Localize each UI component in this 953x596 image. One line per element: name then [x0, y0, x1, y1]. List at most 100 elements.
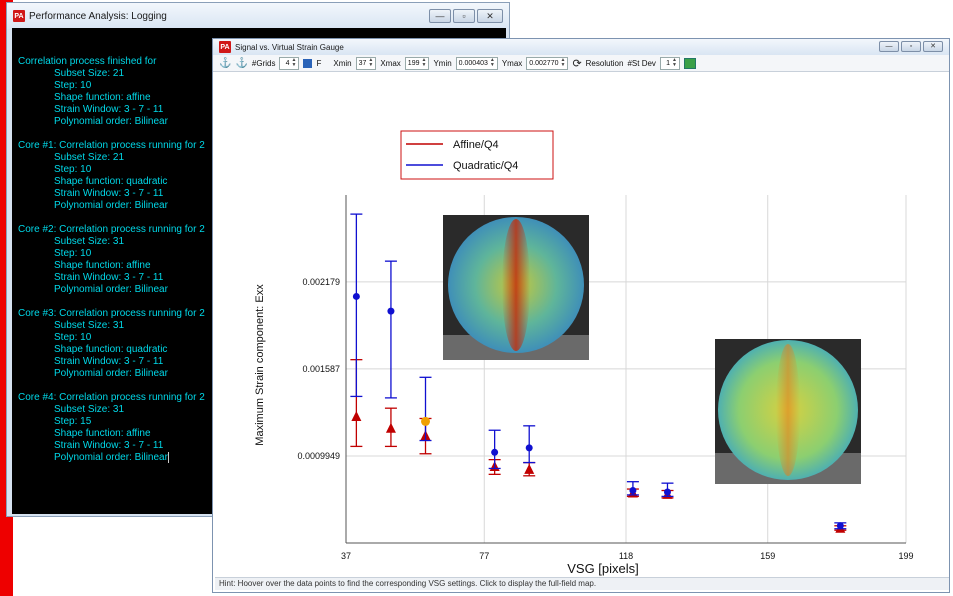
- log-line: Polynomial order: Bilinear: [54, 284, 168, 295]
- log-block: Core #4: Correlation process running for…: [12, 392, 506, 464]
- data-point-circle[interactable]: [387, 307, 395, 315]
- log-line: Step: 10: [54, 80, 92, 91]
- log-line: Shape function: affine: [54, 428, 151, 439]
- xmax-value: 199: [407, 59, 420, 67]
- log-line: Polynomial order: Bilinear: [54, 116, 168, 127]
- spin-arrows-icon[interactable]: ▲ ▼: [291, 57, 297, 68]
- data-point-circle[interactable]: [629, 487, 637, 495]
- log-line: Subset Size: 31: [54, 404, 125, 415]
- spin-arrows-icon[interactable]: ▲ ▼: [560, 57, 566, 68]
- chart-titlebar[interactable]: PA Signal vs. Virtual Strain Gauge: [213, 39, 949, 55]
- chart-axes: 37 77 118 159 199 0.0009949 0.001587 0.002179: [297, 195, 914, 561]
- ymin-stepper[interactable]: 0.000403 ▲ ▼: [455, 56, 498, 70]
- spin-arrows-icon[interactable]: ▲ ▼: [671, 57, 677, 68]
- maximize-icon[interactable]: ▫: [901, 41, 921, 52]
- chart-window: PA Signal vs. Virtual Strain Gauge — ▫ ✕…: [212, 38, 950, 593]
- data-point-circle[interactable]: [421, 416, 431, 426]
- export-image-icon[interactable]: [683, 57, 696, 69]
- log-block: Core #3: Correlation process running for…: [12, 308, 506, 380]
- chart-marks[interactable]: [350, 213, 847, 533]
- fullfield-map-affine[interactable]: [715, 339, 861, 484]
- data-point-triangle[interactable]: [524, 463, 535, 474]
- log-line: Strain Window: 3 - 7 - 11: [54, 104, 164, 115]
- log-line: Step: 10: [54, 332, 92, 343]
- log-line: Strain Window: 3 - 7 - 11: [54, 272, 164, 283]
- data-point-circle[interactable]: [491, 448, 499, 456]
- anchor-alt-icon[interactable]: ⚓: [235, 57, 248, 69]
- ymin-label: Ymin: [433, 58, 452, 68]
- anchor-icon[interactable]: ⚓: [219, 57, 232, 69]
- legend-label-quadratic: Quadratic/Q4: [453, 160, 518, 172]
- log-line: Subset Size: 31: [54, 320, 125, 331]
- grids-stepper[interactable]: 4 ▲ ▼: [279, 56, 300, 70]
- save-icon[interactable]: [303, 58, 313, 68]
- log-line: Polynomial order: Bilinear: [54, 368, 168, 379]
- stdev-stepper[interactable]: 1 ▲ ▼: [659, 56, 680, 70]
- log-line: Polynomial order: Bilinear: [54, 452, 169, 464]
- minimize-icon[interactable]: —: [429, 9, 451, 23]
- xmin-stepper[interactable]: 37 ▲ ▼: [355, 56, 377, 70]
- x-axis-label: VSG [pixels]: [567, 561, 639, 576]
- close-icon[interactable]: ✕: [477, 9, 503, 23]
- y-tick-label: 0.001587: [302, 364, 340, 374]
- strain-chart[interactable]: Affine/Q4 Quadratic/Q4 37 77 118 159 199 0.00…: [213, 73, 947, 579]
- legend-box: [400, 130, 554, 180]
- data-point-triangle[interactable]: [351, 411, 362, 422]
- y-tick-label: 0.002179: [302, 277, 340, 287]
- log-line: Strain Window: 3 - 7 - 11: [54, 356, 164, 367]
- data-point-circle[interactable]: [836, 522, 844, 530]
- spin-arrows-icon[interactable]: ▲ ▼: [421, 57, 427, 68]
- spin-arrows-icon[interactable]: ▲ ▼: [368, 57, 374, 68]
- log-block: Core #2: Correlation process running for…: [12, 224, 506, 296]
- log-line: Step: 10: [54, 248, 92, 259]
- y-axis-label: Maximum Strain component: Exx: [254, 284, 266, 446]
- stdev-label: #St Dev: [627, 58, 656, 68]
- logging-titlebar[interactable]: PA Performance Analysis: Logging: [7, 3, 509, 29]
- fullfield-map-strain-band: [776, 344, 800, 476]
- log-line: Shape function: quadratic: [54, 344, 168, 355]
- log-line: Shape function: quadratic: [54, 176, 168, 187]
- f-button[interactable]: F: [316, 58, 322, 68]
- resolution-button[interactable]: Resolution: [585, 58, 624, 68]
- log-line: Strain Window: 3 - 7 - 11: [54, 440, 164, 451]
- text-cursor: [167, 452, 169, 463]
- data-point-circle[interactable]: [525, 444, 533, 452]
- grids-value: 4: [285, 59, 290, 67]
- stdev-value: 1: [666, 59, 670, 67]
- series-quadratic[interactable]: [350, 213, 847, 530]
- log-header: Core #3: Correlation process running for…: [18, 308, 205, 319]
- data-point-triangle[interactable]: [385, 422, 396, 433]
- xmax-stepper[interactable]: 199 ▲ ▼: [404, 56, 430, 70]
- y-tick-label: 0.0009949: [297, 451, 340, 461]
- x-tick-label: 118: [619, 551, 633, 561]
- data-point-circle[interactable]: [663, 488, 671, 496]
- log-line: Step: 15: [54, 416, 92, 427]
- data-point-circle[interactable]: [352, 292, 360, 300]
- maximize-icon[interactable]: ▫: [453, 9, 475, 23]
- x-tick-label: 199: [898, 551, 913, 561]
- x-tick-label: 37: [341, 551, 351, 561]
- ymin-value: 0.000403: [458, 59, 488, 67]
- xmax-label: Xmax: [380, 58, 401, 68]
- grids-label: #Grids: [251, 58, 276, 68]
- xmin-label: Xmin: [333, 58, 352, 68]
- refresh-icon[interactable]: ⟳: [572, 57, 582, 70]
- chart-toolbar: ⚓ ⚓ #Grids 4 ▲ ▼ F Xmin 37 ▲ ▼ Xmax 199 ▲ ▼ Ym…: [213, 55, 949, 72]
- ymax-stepper[interactable]: 0.002770 ▲ ▼: [526, 56, 569, 70]
- hint-bar: Hint: Hoover over the data points to fin…: [215, 577, 949, 590]
- log-line: Subset Size: 21: [54, 152, 125, 163]
- close-icon[interactable]: ✕: [923, 41, 943, 52]
- chart-window-title: Signal vs. Virtual Strain Gauge: [235, 42, 344, 52]
- app-logo-icon: PA: [13, 10, 25, 22]
- xmin-value: 37: [358, 59, 367, 67]
- ymax-label: Ymax: [501, 58, 523, 68]
- fullfield-map-quadratic[interactable]: [443, 215, 589, 360]
- fullfield-map-strain-band: [502, 219, 530, 351]
- minimize-icon[interactable]: —: [879, 41, 899, 52]
- log-line: Shape function: affine: [54, 260, 151, 271]
- log-line: Step: 10: [54, 164, 92, 175]
- chart-legend: Affine/Q4 Quadratic/Q4: [400, 130, 554, 180]
- spin-arrows-icon[interactable]: ▲ ▼: [489, 57, 495, 68]
- log-line: Strain Window: 3 - 7 - 11: [54, 188, 164, 199]
- log-block: Core #1: Correlation process running for…: [12, 140, 506, 212]
